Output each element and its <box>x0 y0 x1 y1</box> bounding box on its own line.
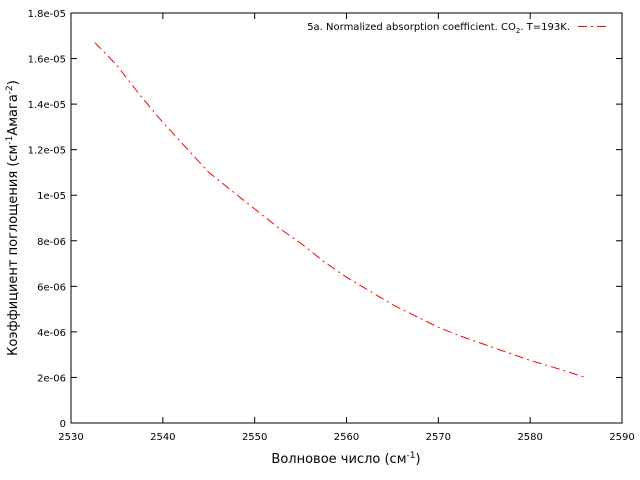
x-axis-title: Волновое число (см-1) <box>271 451 420 467</box>
y-tick-label: 1e-05 <box>37 191 66 202</box>
series-layer <box>94 42 586 378</box>
x-tick-label: 2550 <box>242 432 267 443</box>
y-tick-label: 8e-06 <box>37 237 66 248</box>
y-axis-title: Коэффициент поглощения (см-1Амага-2) <box>5 80 21 356</box>
y-tick-label: 1.8e-05 <box>28 9 66 20</box>
series-line <box>94 42 586 378</box>
x-tick-label: 2590 <box>609 432 634 443</box>
x-tick-label: 2580 <box>517 432 542 443</box>
x-tick-label: 2530 <box>58 432 83 443</box>
axis-ticks <box>70 12 623 424</box>
y-tick-label: 1.2e-05 <box>28 146 66 157</box>
y-tick-label: 0 <box>60 419 66 430</box>
tick-labels: 2530 2540 2550 2560 2570 2580 2590 0 2e-06 4e-06 6… <box>28 9 635 443</box>
x-tick-label: 2560 <box>334 432 359 443</box>
y-tick-label: 2e-06 <box>37 373 66 384</box>
y-tick-label: 1.6e-05 <box>28 55 66 66</box>
y-tick-label: 1.4e-05 <box>28 100 66 111</box>
plot-frame <box>70 12 623 424</box>
y-tick-label: 6e-06 <box>37 282 66 293</box>
legend-label: 5a. Normalized absorption coefficient. C… <box>307 22 570 35</box>
x-tick-label: 2540 <box>150 432 175 443</box>
legend: 5a. Normalized absorption coefficient. C… <box>307 22 608 35</box>
x-tick-label: 2570 <box>426 432 451 443</box>
y-tick-label: 4e-06 <box>37 328 66 339</box>
